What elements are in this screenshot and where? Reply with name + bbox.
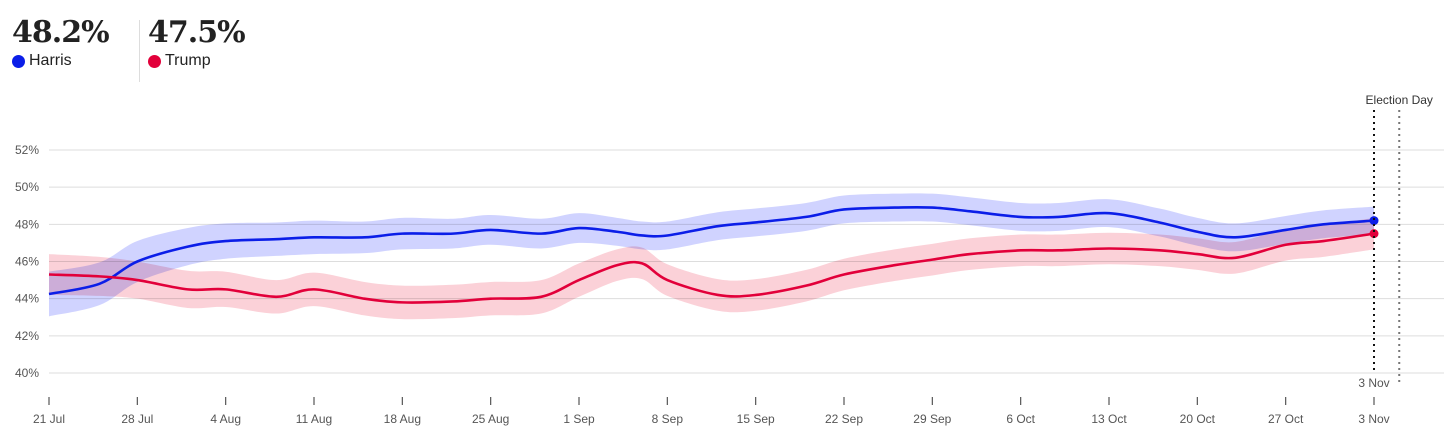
x-tick-label: 22 Sep	[825, 412, 863, 426]
x-tick-label: 13 Oct	[1091, 412, 1127, 426]
divider	[139, 20, 140, 82]
x-tick-label: 3 Nov	[1358, 412, 1389, 426]
y-tick-label: 50%	[15, 180, 39, 194]
x-tick-label: 8 Sep	[652, 412, 684, 426]
election-day-label: Election Day	[1366, 93, 1433, 107]
harris-summary: 48.2% Harris	[12, 15, 110, 70]
x-tick-label: 4 Aug	[210, 412, 241, 426]
y-tick-label: 40%	[15, 366, 39, 380]
harris-line	[48, 205, 1375, 296]
x-tick-label: 25 Aug	[472, 412, 509, 426]
x-tick-label: 18 Aug	[384, 412, 421, 426]
harris-confidence-band	[49, 193, 1374, 317]
harris-legend-dot-icon	[12, 54, 25, 68]
x-tick-label: 15 Sep	[737, 412, 775, 426]
harris-value: 48.2%	[12, 15, 110, 50]
trump-label: Trump	[165, 52, 211, 69]
x-tick-label: 27 Oct	[1268, 412, 1304, 426]
trump-latest-point	[1369, 229, 1379, 239]
current-date-label: 3 Nov	[1358, 376, 1389, 390]
trump-value: 47.5%	[148, 15, 246, 50]
trump-confidence-band	[49, 217, 1374, 320]
y-tick-label: 46%	[15, 255, 39, 269]
harris-label: Harris	[29, 52, 72, 69]
y-tick-label: 52%	[15, 143, 39, 157]
x-tick-label: 6 Oct	[1006, 412, 1035, 426]
x-tick-label: 11 Aug	[296, 412, 332, 426]
trump-legend-dot-icon	[148, 54, 161, 68]
y-tick-label: 44%	[15, 292, 39, 306]
x-tick-label: 20 Oct	[1180, 412, 1216, 426]
x-tick-label: 29 Sep	[913, 412, 951, 426]
x-tick-label: 28 Jul	[121, 412, 153, 426]
y-tick-label: 48%	[15, 217, 39, 231]
x-tick-label: 21 Jul	[33, 412, 65, 426]
y-tick-label: 42%	[15, 329, 39, 343]
harris-latest-point	[1369, 216, 1379, 226]
trump-summary: 47.5% Trump	[148, 15, 246, 70]
x-tick-label: 1 Sep	[563, 412, 595, 426]
trump-line	[48, 232, 1375, 304]
